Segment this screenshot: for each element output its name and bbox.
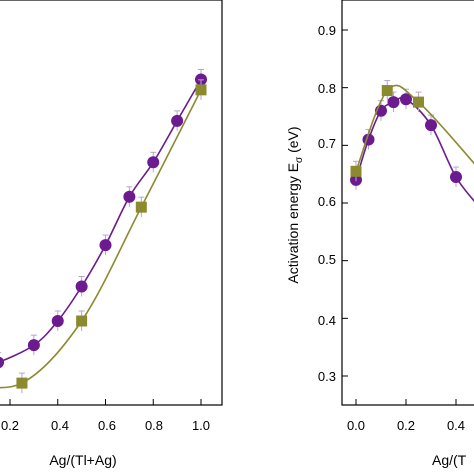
data-point-circle <box>425 119 437 132</box>
data-point-square <box>195 84 207 96</box>
data-point-circle <box>171 114 184 127</box>
data-point-circle <box>400 93 412 106</box>
right-y-tick-label: 0.6 <box>318 194 336 209</box>
left-x-tick-label: 0.2 <box>1 418 19 433</box>
right-y-axis-title-unit: (eV) <box>285 126 301 156</box>
data-point-square <box>76 315 88 327</box>
left-x-tick-labels: 0.2 0.4 0.6 0.8 1.0 <box>1 418 210 433</box>
right-y-tick-label: 0.8 <box>318 81 336 96</box>
right-x-tick-label: 0.0 <box>347 418 365 433</box>
series-fit-line <box>355 96 474 202</box>
right-y-axis-title-subscript: σ <box>294 156 305 163</box>
right-x-tick-labels: 0.0 0.2 0.4 <box>347 418 465 433</box>
left-x-ticks <box>9 399 202 405</box>
left-x-tick-label: 0.4 <box>51 418 69 433</box>
data-point-circle <box>51 315 64 327</box>
right-y-tick-label: 0.4 <box>318 313 336 328</box>
data-point-circle <box>75 280 88 293</box>
series-fit-line <box>0 89 202 389</box>
right-y-tick-label: 0.7 <box>318 136 336 151</box>
left-x-axis-title: Ag/(Tl+Ag) <box>49 452 116 468</box>
right-y-tick-labels: 0.3 0.4 0.5 0.6 0.7 0.8 0.9 <box>318 23 336 384</box>
left-x-tick-label: 0.8 <box>145 418 163 433</box>
right-axis-ticks <box>342 29 457 405</box>
right-y-tick-label: 0.9 <box>318 23 336 38</box>
data-point-square <box>413 96 424 108</box>
data-point-circle <box>123 190 136 203</box>
data-point-square <box>135 201 147 213</box>
data-point-circle <box>0 356 5 369</box>
data-point-circle <box>387 96 400 109</box>
series-fit-line <box>0 79 202 363</box>
data-point-circle <box>450 171 462 184</box>
right-y-axis-title: Activation energy Eσ (eV) <box>285 126 305 283</box>
left-chart-panel: 0.2 0.4 0.6 0.8 1.0 Ag/(Tl+Ag) <box>0 0 223 468</box>
left-data-series <box>0 69 207 394</box>
right-x-tick-label: 0.4 <box>447 418 465 433</box>
right-y-tick-label: 0.5 <box>318 252 336 267</box>
right-x-tick-label: 0.2 <box>397 418 415 433</box>
right-data-series <box>350 80 474 202</box>
right-plot-frame <box>341 0 474 406</box>
right-y-axis-title-main: Activation energy E <box>285 163 301 284</box>
data-point-circle <box>147 156 160 169</box>
right-x-axis-title: Ag/(T <box>432 452 467 468</box>
data-point-square <box>350 165 362 177</box>
series-fit-line <box>355 84 474 172</box>
data-point-square <box>381 85 393 97</box>
data-point-circle <box>99 239 112 252</box>
right-chart-panel: 0.3 0.4 0.5 0.6 0.7 0.8 0.9 0.0 0.2 0.4 … <box>285 0 474 468</box>
left-x-tick-label: 0.6 <box>98 418 116 433</box>
left-plot-frame <box>0 0 223 406</box>
right-y-tick-label: 0.3 <box>318 369 336 384</box>
data-point-square <box>16 377 28 389</box>
left-x-tick-label: 1.0 <box>192 418 210 433</box>
data-point-circle <box>27 339 40 352</box>
